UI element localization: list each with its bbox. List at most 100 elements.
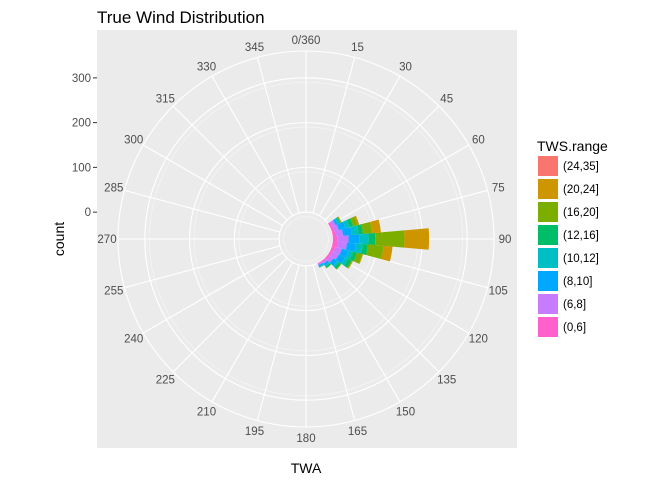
grid-spoke (312, 264, 356, 421)
y-axis-title: count (51, 222, 67, 256)
bar-segment (333, 246, 342, 255)
bar-segment (337, 216, 342, 223)
angle-tick-label: 300 (124, 135, 143, 147)
legend-title: TWS.range (537, 138, 608, 154)
grid-spoke (256, 57, 300, 214)
grid-spoke (328, 144, 470, 227)
bar-segment (318, 262, 324, 267)
grid-spoke (324, 257, 440, 373)
bar-segment (361, 221, 372, 235)
bar-segment (357, 224, 364, 235)
grid-circle-minor (283, 216, 329, 262)
grid-spoke (124, 245, 281, 289)
legend-label: (6,8] (563, 299, 586, 311)
angle-tick-label: 150 (396, 406, 415, 418)
grid-spoke (328, 251, 470, 334)
angle-tick-label: 330 (197, 62, 216, 74)
bar-segment (359, 233, 369, 245)
bar-segment (322, 258, 328, 264)
bar-segment (328, 250, 333, 256)
bar-segment (326, 264, 332, 269)
angle-tick-label: 0/360 (292, 35, 321, 47)
legend-label: (20,24] (563, 184, 599, 196)
legend-label: (24,35] (563, 161, 599, 173)
bar-segment (337, 216, 342, 223)
angle-tick-label: 15 (351, 42, 364, 54)
bar-segment (348, 234, 360, 244)
radial-tick-label: 200 (72, 118, 91, 130)
grid-spoke (256, 264, 300, 421)
bar-segment (342, 219, 350, 229)
bar-segment (347, 260, 353, 269)
legend-label: (8,10] (563, 276, 592, 288)
bar-segment (337, 235, 349, 243)
bar-segment (369, 219, 381, 234)
grid-spoke (172, 257, 288, 373)
angle-tick-label: 90 (499, 234, 512, 246)
bar-segment (358, 254, 364, 264)
bar-segment (325, 263, 331, 268)
bar-segment (334, 217, 340, 225)
angle-tick-label: 285 (104, 183, 123, 195)
angle-tick-label: 345 (245, 42, 264, 54)
angle-tick-label: 210 (197, 406, 216, 418)
legend-swatch (538, 179, 558, 199)
bar-segment (354, 215, 360, 226)
legend: TWS.range (24,35] (20,24] (16,20] (12,16] (1… (537, 138, 608, 337)
bar-segment (330, 226, 335, 233)
bar-segment (323, 260, 330, 266)
bar-segment (321, 257, 326, 263)
bar-segment (341, 227, 352, 236)
angle-tick-label: 180 (296, 433, 315, 445)
bar-segment (332, 218, 338, 226)
polar-grid (117, 50, 495, 428)
bar-segment (348, 260, 354, 269)
bar-segment (349, 251, 358, 262)
bar-segment (329, 220, 336, 227)
grid-spoke (124, 189, 281, 233)
grid-spoke (172, 105, 288, 221)
bar-segment (350, 225, 359, 235)
bar-layer (317, 215, 430, 270)
bar-segment (345, 242, 356, 252)
angle-tick-label: 60 (472, 135, 485, 147)
bar-segment (329, 258, 338, 266)
radial-axis: 0 100 200 300 (72, 73, 97, 219)
grid-spoke (312, 57, 356, 214)
radial-tick-label: 100 (72, 162, 91, 174)
bar-segment (328, 222, 333, 228)
bar-segment (336, 263, 342, 270)
bar-segment (336, 221, 346, 231)
bar-segment (324, 262, 331, 267)
bar-segment (334, 262, 341, 270)
angle-tick-label: 30 (399, 62, 412, 74)
angle-tick-label: 120 (469, 334, 488, 346)
radial-tick-label: 300 (72, 73, 91, 85)
bar-segment (318, 263, 324, 268)
bar-segment (317, 261, 323, 266)
legend-swatch (538, 317, 558, 337)
angle-tick-label: 45 (440, 93, 453, 105)
legend-swatch (538, 271, 558, 291)
bar-segment (335, 254, 345, 264)
angle-tick-label: 315 (156, 93, 175, 105)
bar-segment (337, 241, 348, 250)
bar-segment (341, 257, 349, 266)
legend-swatch (538, 225, 558, 245)
angle-tick-label: 135 (437, 375, 456, 387)
bar-segment (332, 236, 338, 242)
angle-tick-label: 75 (492, 183, 505, 195)
bar-segment (332, 260, 339, 268)
legend-swatch (538, 156, 558, 176)
angle-tick-label: 225 (156, 375, 175, 387)
bar-segment (366, 244, 384, 260)
bar-segment (404, 228, 430, 250)
angle-tick-label: 195 (245, 426, 264, 438)
bar-segment (345, 250, 353, 260)
grid-spoke (211, 261, 294, 403)
grid-spoke (318, 75, 401, 217)
angle-tick-label: 165 (348, 426, 367, 438)
legend-swatch (538, 294, 558, 314)
x-axis-title: TWA (291, 460, 322, 476)
legend-label: (16,20] (563, 207, 599, 219)
